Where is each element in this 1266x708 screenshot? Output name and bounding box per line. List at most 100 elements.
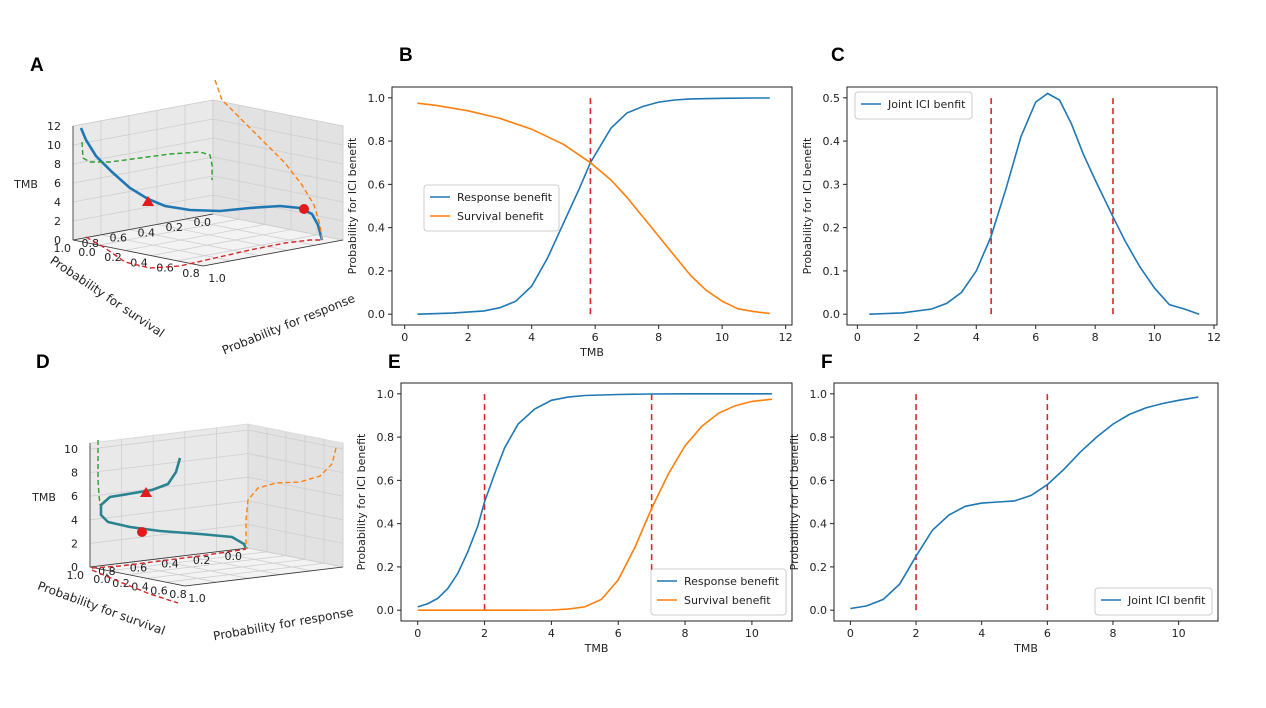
marker-triangle	[142, 196, 154, 206]
x-axis-label: TMB	[579, 346, 604, 359]
x-tick-label: 2	[465, 331, 472, 344]
y-tick-label: 0.2	[823, 222, 841, 235]
marker-circle	[137, 527, 147, 537]
grid-line	[212, 156, 344, 184]
x-tick-label: 10	[745, 627, 759, 640]
grid-line	[127, 555, 287, 575]
panel-label-f: F	[821, 352, 833, 373]
grid-line	[89, 500, 249, 521]
x-axis-line	[72, 213, 214, 241]
y-axis-label: Probability for ICI benefit	[346, 137, 359, 274]
projection-survival-tmb	[97, 440, 101, 506]
grid-line	[247, 476, 344, 497]
z-tick-label: 4	[71, 514, 78, 527]
y-tick-label: 0.8	[810, 431, 828, 444]
panel-label-e: E	[388, 352, 401, 373]
legend-label: Response benefit	[457, 191, 553, 204]
y-tick-label: 0.0	[377, 604, 395, 617]
series-line-2	[417, 398, 772, 612]
panel-label-c: C	[831, 45, 845, 66]
legend-label: Joint ICI benfit	[887, 98, 966, 111]
y-tick-label: 0.4	[810, 518, 828, 531]
y-tick-label: 0.6	[810, 474, 828, 487]
curve-3d-main	[99, 457, 248, 550]
x-axis-line	[89, 547, 249, 568]
x-tick-label: 1.0	[54, 242, 72, 255]
grid-line	[216, 551, 312, 572]
x-tick-label: 10	[715, 331, 729, 344]
y-tick-label: 0.0	[823, 308, 841, 321]
grid-line	[72, 156, 214, 184]
grid-line	[156, 224, 288, 251]
y-tick-label: 0.6	[150, 584, 168, 597]
right-wall-pane	[247, 423, 344, 568]
z-tick-label: 12	[47, 120, 61, 133]
x-tick-label: 2	[481, 627, 488, 640]
y-axis-line	[184, 566, 344, 587]
legend-box	[1094, 587, 1213, 616]
y-axis-label: Probability for ICI benefit	[355, 433, 368, 570]
chart-b: 0 2 4 6 8 10 12 0.0 0.2 0.4 0.6 0.8 1.0 TMB Probabilit…	[346, 86, 793, 359]
grid-line	[89, 453, 249, 473]
y-tick-label: 1.0	[188, 592, 206, 605]
z-axis-label: TMB	[31, 491, 56, 504]
y-tick-label: 0.2	[368, 265, 386, 278]
x-tick-label: 12	[779, 331, 793, 344]
y-tick-label: 0.2	[810, 561, 828, 574]
x-tick-label: 0.2	[166, 221, 184, 234]
grid-line	[72, 137, 214, 165]
grid-line	[124, 224, 266, 251]
z-tick-label: 10	[64, 443, 78, 456]
z-tick-label: 8	[71, 467, 78, 480]
grid-line	[153, 559, 249, 579]
y-tick-label: 0.0	[368, 308, 386, 321]
panel-label-b: B	[399, 45, 413, 66]
grid-line	[72, 175, 214, 203]
y-tick-label: 1.0	[368, 92, 386, 105]
x-tick-label: 0.0	[194, 216, 212, 229]
x-tick-label: 0.8	[82, 237, 100, 250]
y-tick-label: 1.0	[377, 388, 395, 401]
x-tick-label: 8	[1092, 331, 1099, 344]
x-axis-label: TMB	[584, 642, 609, 655]
x-tick-label: 10	[1148, 331, 1162, 344]
grid-line	[184, 218, 316, 246]
grid-line	[212, 99, 344, 127]
x-axis-label: TMB	[1013, 642, 1038, 655]
z-tick-label: 10	[47, 139, 61, 152]
grid-line	[89, 429, 249, 450]
legend-box	[854, 91, 973, 120]
x-tick-label: 6	[615, 627, 622, 640]
y-tick-label: 0.8	[377, 431, 395, 444]
z-tick-label: 6	[54, 177, 61, 190]
y-axis-label: Probability for response	[212, 605, 354, 643]
x-tick-label: 8	[655, 331, 662, 344]
grid-line	[247, 547, 344, 568]
projection-survival-tmb	[81, 141, 213, 180]
legend-box	[423, 184, 560, 232]
grid-line	[146, 559, 306, 579]
y-tick-label: 0.2	[377, 561, 395, 574]
panel-label-a: A	[30, 55, 44, 76]
projection-floor	[85, 236, 322, 269]
y-tick-label: 0.3	[823, 178, 841, 191]
z-tick-label: 2	[71, 537, 78, 550]
y-tick-label: 1.0	[810, 388, 828, 401]
grid-line	[212, 175, 344, 203]
panel-label-d: D	[36, 352, 50, 373]
legend-label: Response benefit	[684, 575, 780, 588]
y-tick-label: 0.0	[78, 246, 96, 259]
y-tick-label: 0.6	[377, 474, 395, 487]
x-tick-label: 0.6	[110, 232, 128, 245]
grid-line	[176, 234, 318, 262]
marker-triangle	[140, 487, 152, 497]
legend: Response benefit Survival benefit	[650, 568, 787, 616]
plot-frame	[833, 382, 1219, 622]
y-axis-label: Probability for response	[220, 291, 357, 357]
y-tick-label: 0.4	[377, 518, 395, 531]
z-tick-label: 0	[54, 234, 61, 247]
x-tick-label: 6	[1032, 331, 1039, 344]
y-tick-label: 0.2	[112, 577, 130, 590]
